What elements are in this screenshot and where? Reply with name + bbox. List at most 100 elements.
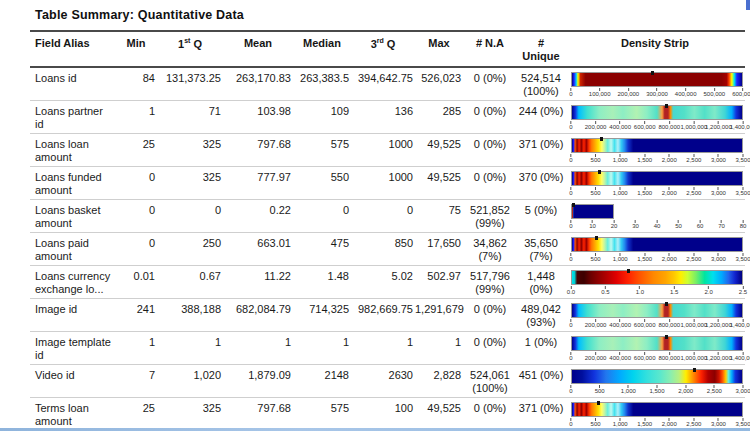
distribution-marker [665, 302, 668, 306]
column-header-density-strip: Density Strip [565, 35, 745, 64]
axis-tick: 2,000 [662, 253, 677, 262]
field-alias-label: Loans id [30, 68, 115, 85]
mean-value: 0.22 [223, 200, 293, 217]
density-strip [571, 138, 743, 153]
max-value: 502.97 [415, 266, 463, 283]
axis-tick: 1,200,000 [705, 121, 732, 130]
na-count-value: 0 (0%) [463, 134, 517, 151]
axis-ticks: 0200,000400,000600,000800,0001,000,0001,… [571, 319, 743, 329]
axis-tick: 0 [569, 154, 572, 163]
na-count-value: 0 (0%) [463, 101, 517, 118]
axis-tick: 2,000 [662, 187, 677, 196]
axis-tick: 600,000 [634, 352, 656, 361]
density-strip [571, 72, 743, 87]
median-value: 1.48 [293, 266, 351, 283]
axis-tick: 200,000 [585, 121, 607, 130]
column-header-field-alias: Field Alias [30, 35, 115, 64]
axis-tick: 1,200,000 [705, 319, 732, 328]
density-strip [571, 402, 743, 417]
axis-tick: 0.0 [567, 286, 575, 295]
axis-tick: 2,500 [707, 385, 722, 394]
density-strip-cell: 0200,000400,000600,000800,0001,000,0001,… [565, 332, 745, 362]
axis-tick: 80 [740, 220, 747, 229]
median-value: 263,383.5 [293, 68, 351, 85]
median-value: 2148 [293, 365, 351, 382]
axis-tick: 0 [569, 220, 572, 229]
density-strip-cell: 01020304050607080 [565, 200, 745, 230]
third-quartile-value: 0 [351, 200, 415, 217]
axis-tick: 1,400,000 [730, 121, 750, 130]
field-alias-label: Terms loan amount [30, 398, 115, 427]
mean-value: 263,170.83 [223, 68, 293, 85]
unique-count-value: 370 (0%) [517, 167, 565, 184]
field-alias-label: Loans partner id [30, 101, 115, 130]
density-strip [571, 237, 743, 252]
distribution-marker [665, 104, 668, 108]
axis-tick: 800,000 [658, 121, 680, 130]
median-value: 1 [293, 332, 351, 349]
table-row: Loans partner id 1 71 103.98 109 136 285… [30, 101, 745, 134]
axis-tick: 1,000 [613, 187, 628, 196]
na-count-value: 517,796 (99%) [463, 266, 517, 295]
axis-tick: 3,000 [711, 154, 726, 163]
median-value: 109 [293, 101, 351, 118]
axis-tick: 0 [569, 187, 572, 196]
axis-ticks: 01020304050607080 [571, 220, 743, 230]
distribution-marker [600, 137, 603, 141]
axis-tick: 1,000 [613, 154, 628, 163]
min-value: 0 [115, 167, 157, 184]
axis-tick: 2.5 [739, 286, 747, 295]
min-value: 25 [115, 398, 157, 415]
axis-ticks: 05001,0001,5002,0002,5003,0003,500 [571, 253, 743, 263]
unique-count-value: 371 (0%) [517, 398, 565, 415]
axis-tick: 70 [718, 220, 725, 229]
distribution-marker [598, 170, 601, 174]
mean-value: 797.68 [223, 398, 293, 415]
axis-tick: 500 [591, 154, 601, 163]
density-strip-cell: 0.00.51.01.52.02.5 [565, 266, 745, 296]
axis-tick: 1.0 [636, 286, 644, 295]
axis-ticks: 05001,0001,5002,0002,5003,0003,500 [571, 154, 743, 164]
max-value: 1,291,679 [415, 299, 463, 316]
first-quartile-value: 388,188 [157, 299, 223, 316]
table-row: Terms loan amount 25 325 797.68 575 100 … [30, 398, 745, 431]
density-strip [571, 369, 743, 384]
median-value: 575 [293, 134, 351, 151]
axis-tick: 500 [591, 187, 601, 196]
table-row: Image template id 1 1 1 1 1 1 0 (0%) 1 (… [30, 332, 745, 365]
first-quartile-value: 0 [157, 200, 223, 217]
density-strip [571, 204, 614, 219]
unique-count-value: 1,448 (0%) [517, 266, 565, 295]
axis-tick: 600,000 [634, 319, 656, 328]
distribution-marker [572, 203, 575, 207]
unique-count-value: 1 (0%) [517, 332, 565, 349]
axis-tick: 3,500 [735, 187, 750, 196]
window-bottom-border [0, 428, 750, 431]
na-count-value: 0 (0%) [463, 299, 517, 316]
axis-tick: 1,500 [637, 418, 652, 427]
first-quartile-value: 0.67 [157, 266, 223, 283]
axis-tick: 3,000 [711, 418, 726, 427]
table-summary-page: Table Summary: Quantitative Data Field A… [0, 0, 750, 435]
distribution-marker [665, 335, 668, 339]
min-value: 0 [115, 200, 157, 217]
na-count-value: 521,852 (99%) [463, 200, 517, 229]
axis-tick: 1,000 [613, 253, 628, 262]
axis-tick: 2,500 [686, 253, 701, 262]
axis-tick: 400,000 [609, 121, 631, 130]
column-header-na: # N.A [463, 35, 517, 64]
table-row: Loans currency exchange lo... 0.01 0.67 … [30, 266, 745, 299]
min-value: 7 [115, 365, 157, 382]
axis-tick: 60 [697, 220, 704, 229]
median-value: 575 [293, 398, 351, 415]
column-header-max: Max [415, 35, 463, 64]
axis-tick: 400,000 [609, 319, 631, 328]
na-count-value: 524,061 (100%) [463, 365, 517, 394]
unique-count-value: 35,650 (7%) [517, 233, 565, 262]
na-count-value: 0 (0%) [463, 68, 517, 85]
first-quartile-value: 71 [157, 101, 223, 118]
axis-tick: 3,000 [711, 253, 726, 262]
axis-ticks: 05001,0001,5002,0002,5003,000 [571, 385, 743, 395]
axis-tick: 400,000 [609, 352, 631, 361]
column-header-min: Min [115, 35, 157, 64]
